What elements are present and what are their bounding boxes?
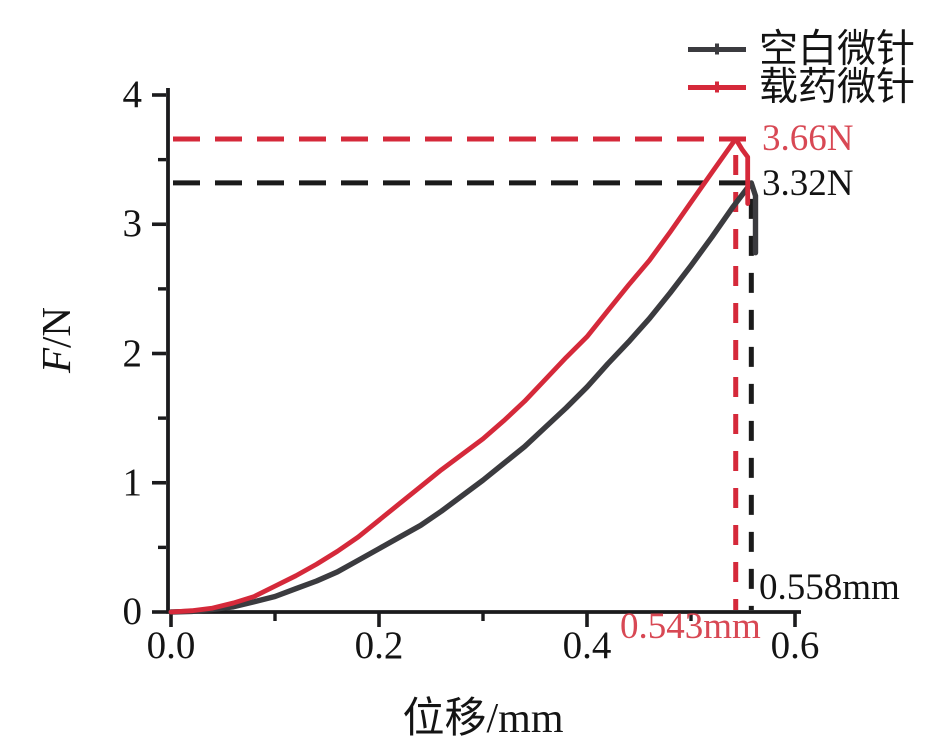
annotation-peak-force-red: 3.66N [762,118,854,159]
y-tick-label: 1 [122,460,143,504]
series-curve-1 [168,136,751,615]
annotation-peak-displacement-red: 0.543mm [620,606,761,647]
x-tick-label: 0.6 [770,624,820,667]
legend-item-blank-microneedle: 空白微针 [688,27,916,71]
y-tick-label: 2 [122,331,143,375]
legend: 空白微针 载药微针 [688,27,916,109]
series-curve-0 [168,180,759,615]
x-tick-label: 0.0 [146,624,196,667]
legend-label-blank-microneedle: 空白微针 [759,27,916,71]
annotation-peak-displacement-black: 0.558mm [759,567,900,608]
x-tick-label: 0.4 [562,624,612,667]
annotation-peak-force-black: 3.32N [762,163,854,204]
legend-item-drug-loaded-microneedle: 载药微针 [688,65,916,109]
y-tick-label: 0 [122,590,143,633]
legend-label-drug-loaded-microneedle: 载药微针 [759,65,916,109]
legend-line-black-icon [688,43,746,55]
y-tick-label: 3 [122,202,143,246]
x-tick-label: 0.2 [354,624,404,667]
axes [166,88,801,614]
legend-line-red-icon [688,81,746,93]
x-axis-title: 位移/mm [402,696,564,742]
y-tick-label: 4 [122,73,143,116]
